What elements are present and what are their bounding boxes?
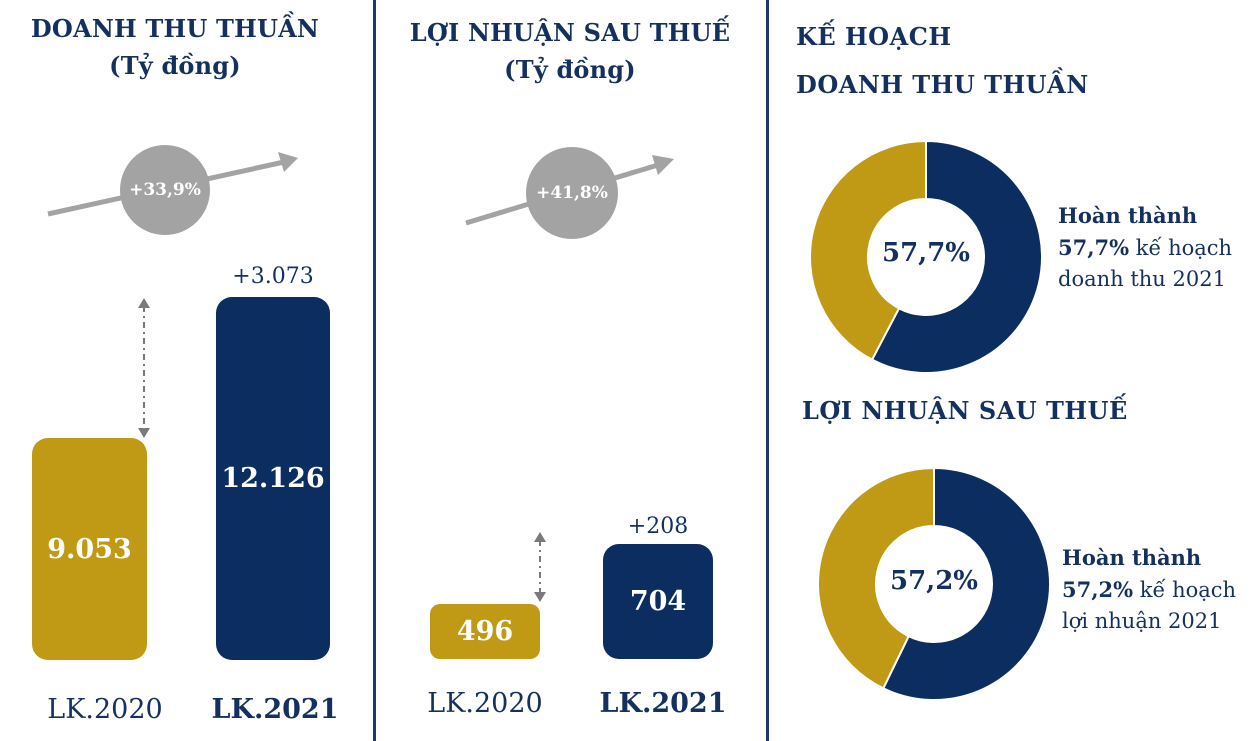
profit-bar-2021: 704 xyxy=(603,544,713,659)
revenue-title: DOANH THU THUẦN xyxy=(30,14,320,43)
revenue-plan-note-text2: doanh thu 2021 xyxy=(1058,267,1226,291)
profit-plan-completed-slice xyxy=(881,466,1051,701)
revenue-bar-2020: 9.053 xyxy=(32,438,147,660)
panel-divider-1 xyxy=(373,0,376,741)
profit-subtitle: (Tỷ đồng) xyxy=(504,55,636,84)
revenue-difference-marker xyxy=(138,298,150,438)
profit-plan-note-text1: kế hoạch xyxy=(1133,578,1237,602)
profit-plan-donut xyxy=(817,466,1051,701)
profit-bar-2020: 496 xyxy=(430,604,540,659)
panel-divider-2 xyxy=(766,0,769,741)
profit-plan-remaining-slice xyxy=(817,466,935,690)
profit-plan-note-lead: Hoàn thành xyxy=(1062,545,1202,570)
revenue-plan-note-pct: 57,7% xyxy=(1058,235,1130,260)
revenue-plan-note-lead: Hoàn thành xyxy=(1058,203,1198,228)
revenue-plan-completed-slice xyxy=(870,139,1043,374)
revenue-plan-donut xyxy=(809,139,1043,374)
profit-category-2021: LK.2021 xyxy=(599,688,727,719)
revenue-growth-badge: +33,9% xyxy=(120,145,210,235)
profit-title: LỢI NHUẬN SAU THUẾ xyxy=(409,18,731,47)
revenue-plan-note-text1: kế hoạch xyxy=(1129,236,1233,260)
revenue-subtitle: (Tỷ đồng) xyxy=(109,51,241,80)
profit-plan-note-pct: 57,2% xyxy=(1062,577,1134,602)
revenue-plan-remaining-slice xyxy=(809,139,927,362)
profit-category-2020: LK.2020 xyxy=(427,688,543,719)
profit-growth-badge: +41,8% xyxy=(526,147,618,239)
revenue-plan-center-label: 57,7% xyxy=(881,238,971,268)
revenue-category-2021: LK.2021 xyxy=(211,694,339,725)
revenue-category-2020: LK.2020 xyxy=(47,694,163,725)
profit-plan-note: Hoàn thành 57,2% kế hoạch lợi nhuận 2021 xyxy=(1062,542,1236,637)
plan-heading: KẾ HOẠCH xyxy=(796,22,952,51)
plan-profit-title: LỢI NHUẬN SAU THUẾ xyxy=(802,396,1128,425)
profit-difference-marker xyxy=(534,532,546,602)
revenue-bar-2021: 12.126 xyxy=(216,297,330,660)
profit-plan-note-text2: lợi nhuận 2021 xyxy=(1062,609,1222,633)
revenue-difference-label: +3.073 xyxy=(232,264,314,289)
profit-plan-center-label: 57,2% xyxy=(889,566,979,596)
revenue-plan-note: Hoàn thành 57,7% kế hoạch doanh thu 2021 xyxy=(1058,200,1232,295)
profit-difference-label: +208 xyxy=(627,514,689,539)
plan-revenue-title: DOANH THU THUẦN xyxy=(796,70,1089,99)
